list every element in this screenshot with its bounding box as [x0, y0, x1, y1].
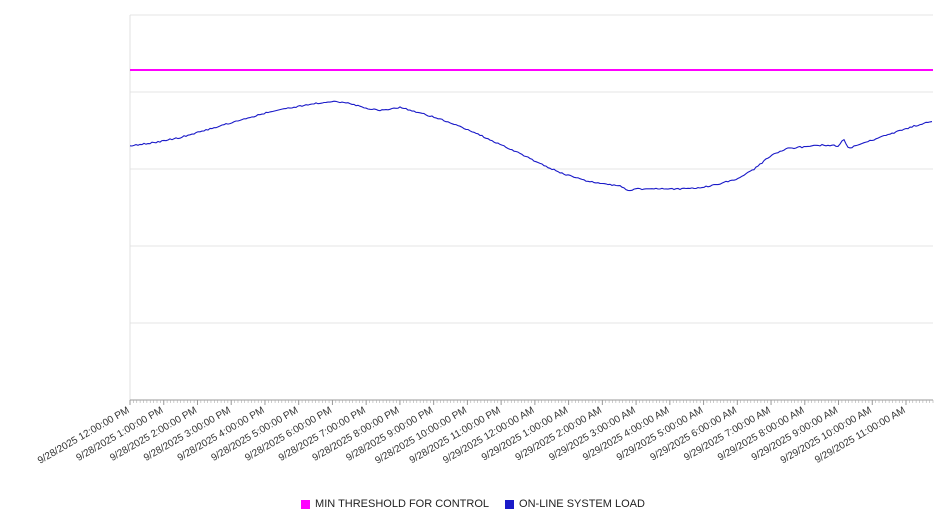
legend-label-threshold: MIN THRESHOLD FOR CONTROL: [315, 498, 490, 510]
system-load-chart: 9/28/2025 12:00:00 PM9/28/2025 1:00:00 P…: [36, 14, 934, 467]
legend: MIN THRESHOLD FOR CONTROL ON-LINE SYSTEM…: [0, 498, 946, 510]
legend-item-load[interactable]: ON-LINE SYSTEM LOAD: [505, 498, 645, 510]
load-series-line: [129, 100, 933, 192]
load-swatch-icon: [505, 499, 515, 509]
legend-item-threshold[interactable]: MIN THRESHOLD FOR CONTROL: [301, 498, 489, 510]
threshold-swatch-icon: [301, 499, 311, 509]
legend-label-load: ON-LINE SYSTEM LOAD: [519, 498, 645, 510]
